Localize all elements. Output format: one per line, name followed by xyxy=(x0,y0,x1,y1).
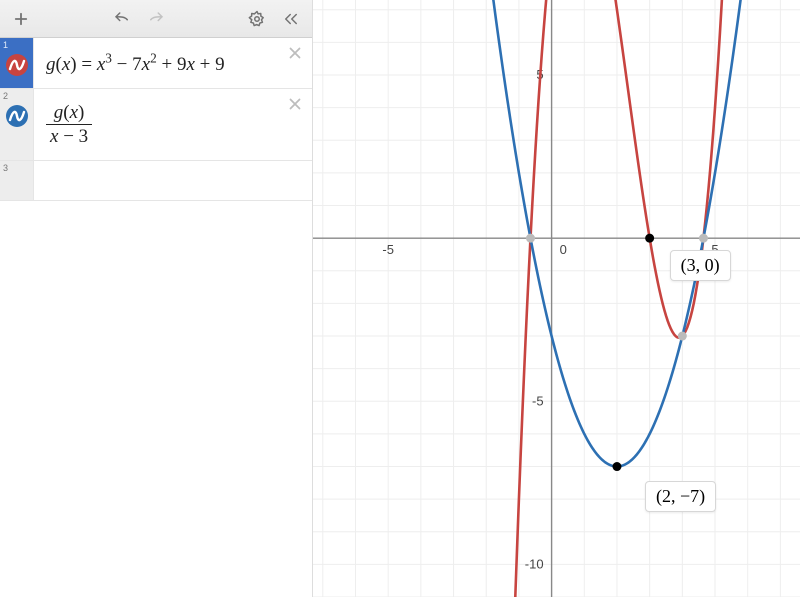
add-expression-button[interactable] xyxy=(4,4,38,34)
expression-row[interactable]: 2 g(x) x − 3 xyxy=(0,89,312,161)
delete-row-button[interactable] xyxy=(286,44,304,67)
point-label: (3, 0) xyxy=(670,250,731,281)
delete-row-button[interactable] xyxy=(286,95,304,118)
row-index: 2 xyxy=(0,91,8,101)
expression-input[interactable]: g(x) x − 3 xyxy=(34,89,312,160)
redo-icon xyxy=(147,10,165,28)
expression-input[interactable] xyxy=(34,161,312,200)
curve-color-icon[interactable] xyxy=(5,104,29,128)
wave-icon xyxy=(5,104,29,128)
close-icon xyxy=(286,44,304,62)
row-index: 3 xyxy=(0,163,8,173)
expression-row[interactable]: 3 xyxy=(0,161,312,201)
row-gutter[interactable]: 2 xyxy=(0,89,34,160)
wave-icon xyxy=(5,53,29,77)
expression-list: 1 g(x) = x3 − 7x2 + 9x + 9 xyxy=(0,38,312,597)
undo-button[interactable] xyxy=(105,4,139,34)
expression-panel: 1 g(x) = x3 − 7x2 + 9x + 9 xyxy=(0,0,313,597)
curve-color-icon[interactable] xyxy=(5,53,29,77)
row-index: 1 xyxy=(0,40,8,50)
expression-input[interactable]: g(x) = x3 − 7x2 + 9x + 9 xyxy=(34,38,312,88)
expression-row[interactable]: 1 g(x) = x3 − 7x2 + 9x + 9 xyxy=(0,38,312,89)
plus-icon xyxy=(12,10,30,28)
close-icon xyxy=(286,95,304,113)
undo-icon xyxy=(113,10,131,28)
panel-toolbar xyxy=(0,0,312,38)
collapse-panel-button[interactable] xyxy=(274,4,308,34)
graph-curves xyxy=(313,0,800,597)
settings-button[interactable] xyxy=(240,4,274,34)
chevron-double-left-icon xyxy=(282,10,300,28)
redo-button[interactable] xyxy=(139,4,173,34)
row-gutter[interactable]: 3 xyxy=(0,161,34,200)
row-gutter[interactable]: 1 xyxy=(0,38,34,88)
gear-icon xyxy=(248,10,266,28)
graph-area[interactable]: -555-5-100 (3, 0)(2, −7) xyxy=(313,0,800,597)
point-label: (2, −7) xyxy=(645,481,716,512)
